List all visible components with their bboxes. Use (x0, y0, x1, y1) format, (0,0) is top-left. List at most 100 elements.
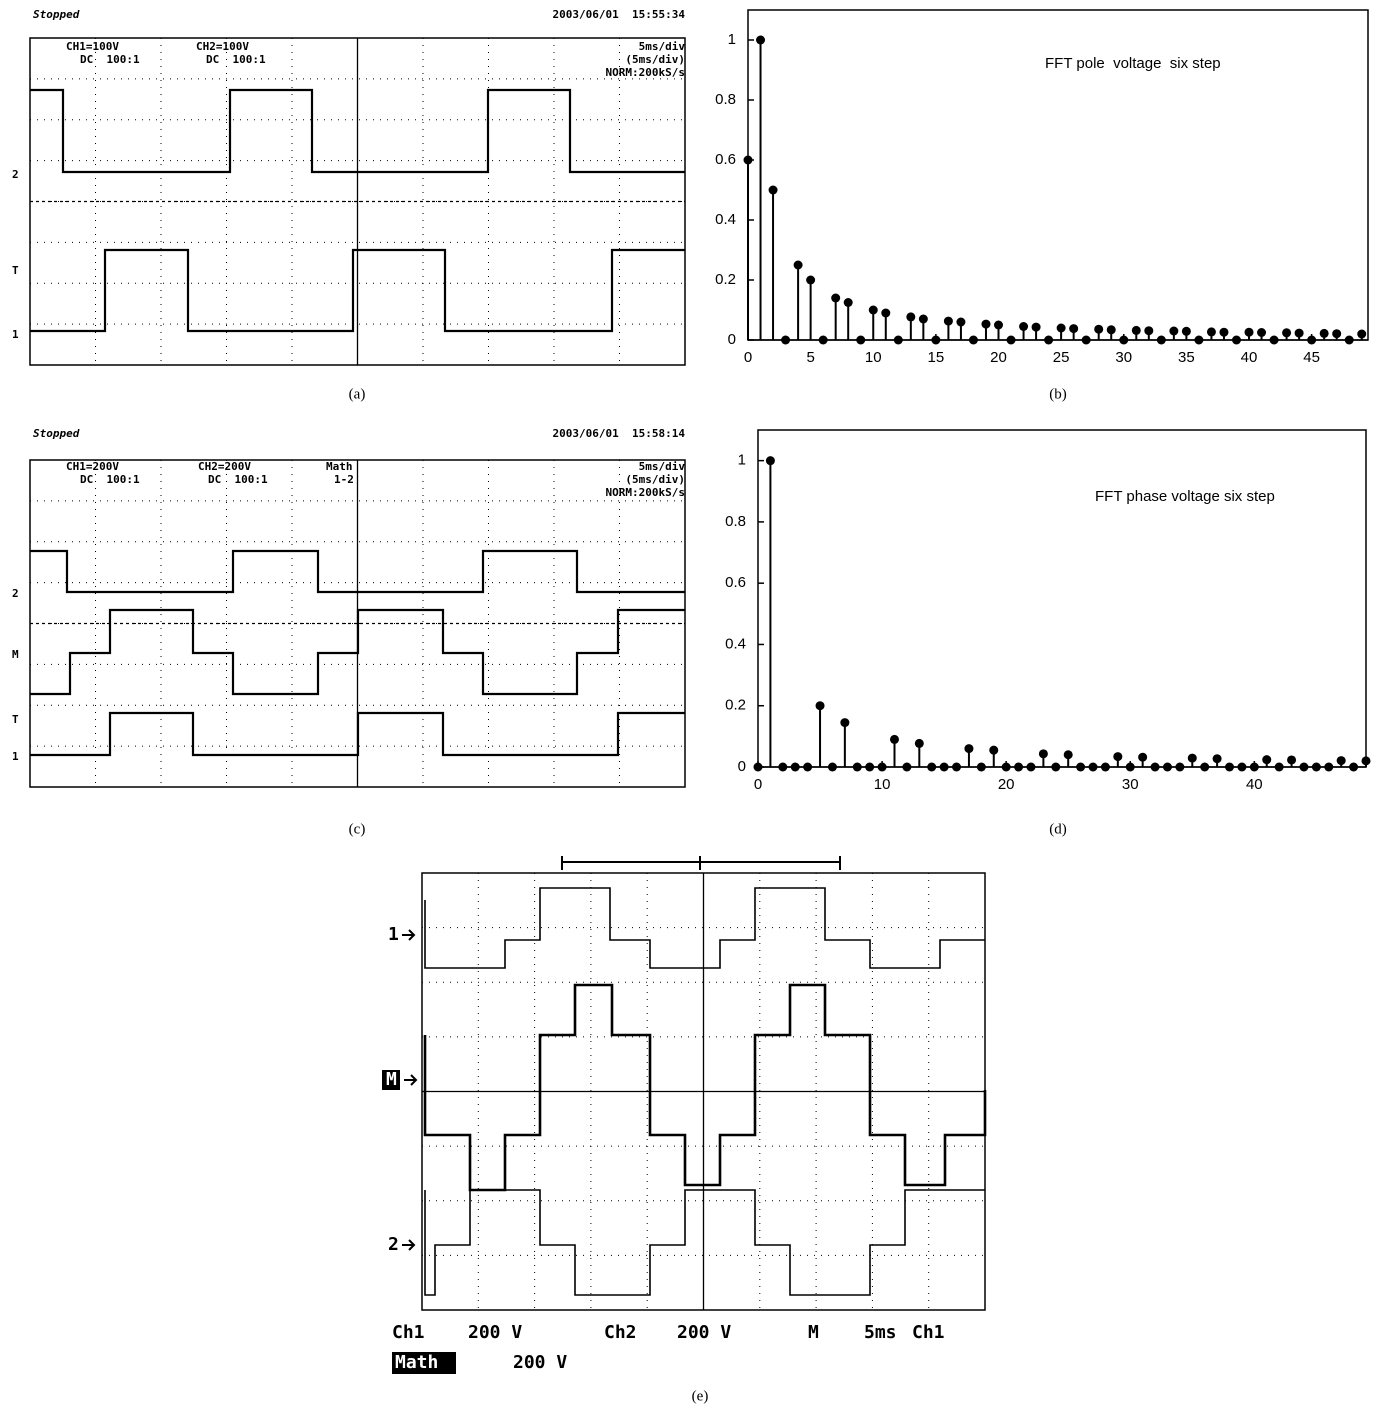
scope-label: 200 V (677, 1322, 731, 1343)
plot-frame (758, 430, 1366, 767)
stem-marker (1138, 753, 1147, 762)
stem-marker (840, 718, 849, 727)
x-tick-label: 40 (1241, 349, 1258, 366)
channel-marker: 1 (388, 924, 399, 945)
stem-marker (1270, 336, 1279, 345)
stem-marker (1337, 756, 1346, 765)
scope-label: Ch1 (912, 1322, 945, 1343)
channel-marker: 2 (388, 1234, 399, 1255)
record-bracket (562, 856, 840, 870)
stem-marker (781, 336, 790, 345)
scope-label: 5ms/div (639, 40, 686, 53)
scope-label: NORM:200kS/s (606, 66, 685, 79)
scope-label: 1-2 (334, 473, 354, 486)
stem-marker (791, 763, 800, 772)
scope-label: DC 100:1 (80, 53, 140, 66)
stem-marker (794, 261, 803, 270)
scope-grid (30, 38, 685, 365)
scope-label: DC 100:1 (208, 473, 268, 486)
chart-annotation: FFT pole voltage six step (1045, 55, 1221, 72)
x-tick-label: 25 (1053, 349, 1070, 366)
channel-marker: M (12, 648, 19, 661)
channel-marker: 2 (12, 587, 19, 600)
stem-marker (878, 763, 887, 772)
scope-label: (5ms/div) (625, 53, 685, 66)
stem-marker (1219, 328, 1228, 337)
stem-marker (865, 763, 874, 772)
scope-label: Math (395, 1352, 438, 1373)
x-tick-label: 40 (1246, 776, 1263, 793)
scope-label: DC 100:1 (80, 473, 140, 486)
trace (425, 985, 985, 1190)
stem-marker (1262, 755, 1271, 764)
stem-marker (754, 763, 763, 772)
stem-marker (806, 276, 815, 285)
stem-marker (989, 746, 998, 755)
x-tick-label: 30 (1115, 349, 1132, 366)
scope-label: 5ms/div (639, 460, 686, 473)
caption: (c) (349, 821, 366, 837)
stem-marker (856, 336, 865, 345)
x-tick-label: 35 (1178, 349, 1195, 366)
stem-marker (931, 336, 940, 345)
y-tick-label: 0.6 (725, 574, 746, 591)
stem-marker (956, 318, 965, 327)
stem-marker (1007, 336, 1016, 345)
chart-annotation: FFT phase voltage six step (1095, 488, 1275, 505)
stem-marker (902, 763, 911, 772)
stem-marker (1357, 330, 1366, 339)
stem-marker (894, 336, 903, 345)
scope-label: (5ms/div) (625, 473, 685, 486)
stem-marker (1107, 325, 1116, 334)
x-tick-label: 0 (754, 776, 762, 793)
y-tick-label: 0.6 (715, 151, 736, 168)
trace (425, 1190, 985, 1295)
stem-marker (1324, 763, 1333, 772)
scope-timestamp: 2003/06/01 15:55:34 (553, 8, 686, 21)
stem-marker (919, 315, 928, 324)
stem-marker (1169, 327, 1178, 336)
stem-marker (890, 735, 899, 744)
stem-marker (969, 336, 978, 345)
stem-marker (1144, 326, 1153, 335)
channel-arrow (402, 930, 416, 1250)
stem-marker (940, 763, 949, 772)
stem-marker (1014, 763, 1023, 772)
channel-marker: T (12, 713, 19, 726)
scope-label: Math (326, 460, 353, 473)
caption: (d) (1049, 821, 1067, 837)
stem-marker (1312, 763, 1321, 772)
stem-marker (1101, 763, 1110, 772)
stem-marker (1089, 763, 1098, 772)
stem-marker (831, 294, 840, 303)
stem-marker (1250, 763, 1259, 772)
x-tick-label: 10 (874, 776, 891, 793)
stem-marker (1026, 763, 1035, 772)
stem-marker (1157, 336, 1166, 345)
stem-marker (1299, 763, 1308, 772)
caption: (b) (1049, 386, 1067, 402)
x-tick-label: 15 (928, 349, 945, 366)
stem-marker (853, 763, 862, 772)
y-tick-label: 0.4 (725, 635, 746, 652)
scope-label: CH1=100V (66, 40, 119, 53)
stem-marker (1232, 336, 1241, 345)
stem-marker (1287, 755, 1296, 764)
stem-marker (1245, 328, 1254, 337)
stem-marker (1163, 763, 1172, 772)
channel-marker: 1 (12, 328, 19, 341)
stem-marker (994, 321, 1003, 330)
stem-marker (952, 763, 961, 772)
stem-marker (816, 701, 825, 710)
stem-marker (1237, 763, 1246, 772)
stem-marker (1200, 763, 1209, 772)
y-tick-label: 0 (728, 331, 736, 348)
y-tick-label: 0.8 (715, 91, 736, 108)
scope-label: CH2=100V (196, 40, 249, 53)
stem-marker (1225, 763, 1234, 772)
x-tick-label: 45 (1303, 349, 1320, 366)
stem-marker (1057, 324, 1066, 333)
stem-marker (1295, 329, 1304, 338)
stem-marker (819, 336, 828, 345)
stem-marker (1307, 336, 1316, 345)
